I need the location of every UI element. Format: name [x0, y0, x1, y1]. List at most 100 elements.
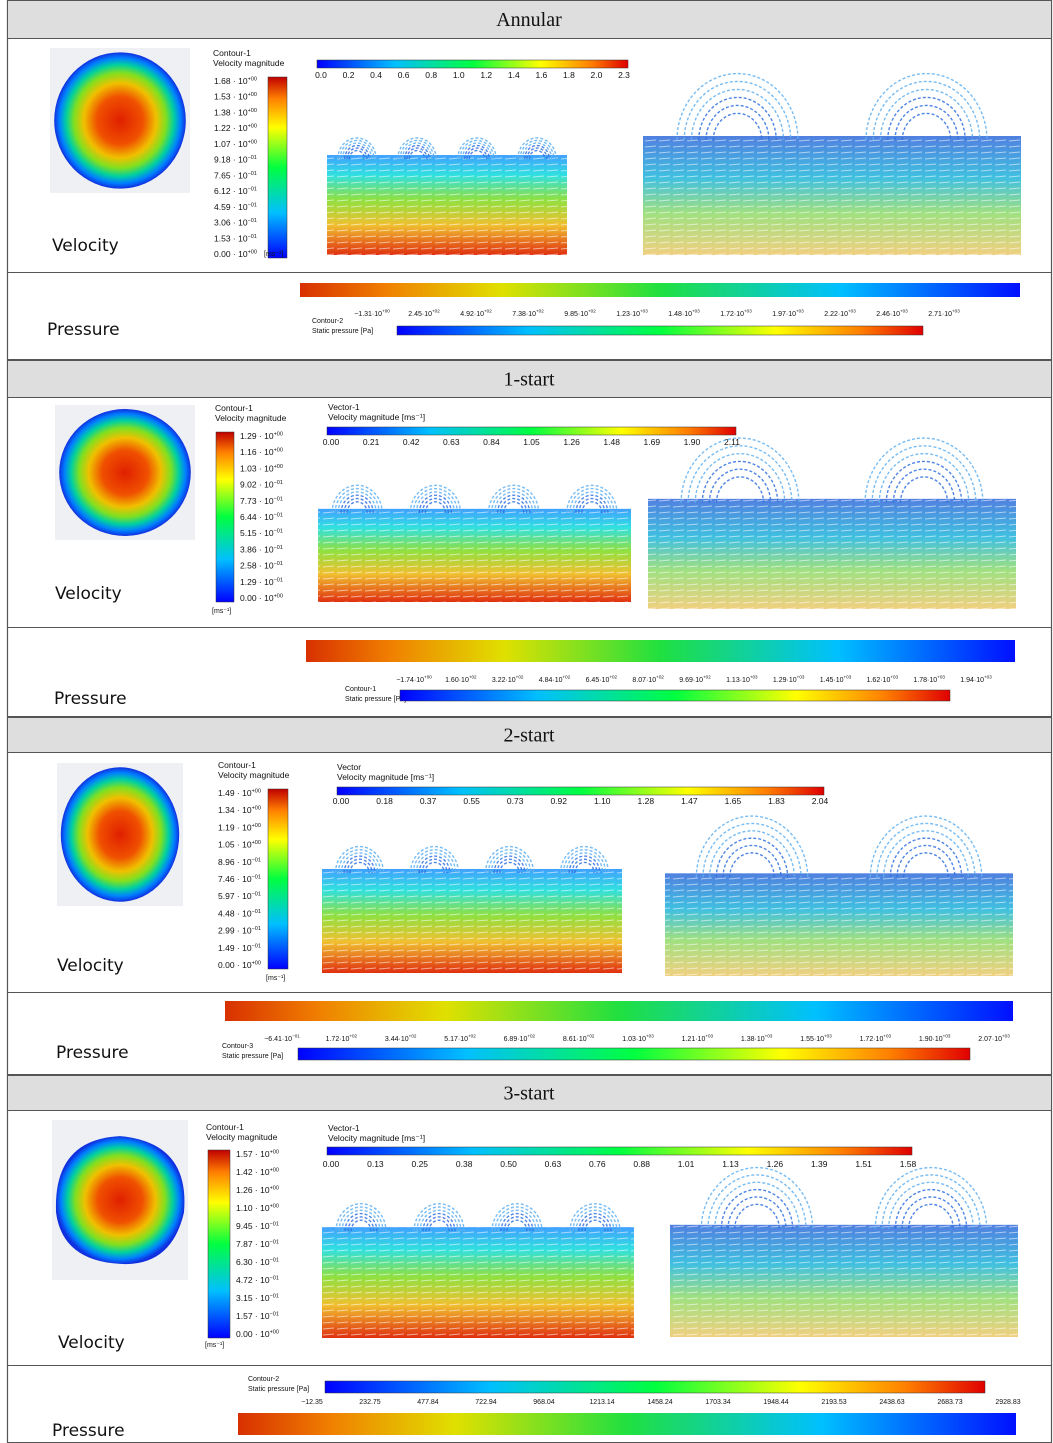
pressure-tick-label-exponent: +03 [1002, 1034, 1010, 1039]
section-title: 1-start [503, 369, 555, 391]
contour-tick-label-mantissa: 1.22 · 10 [214, 123, 248, 133]
contour-tick-label-mantissa: 3.06 · 10 [214, 218, 248, 228]
contour-tick-label-mantissa: 1.16 · 10 [240, 447, 274, 457]
pressure-tick-label-exponent: +02 [468, 1034, 476, 1039]
vector-tick-label: 0.2 [343, 70, 355, 80]
pressure-tick-label-mantissa: 2.71·10 [928, 311, 952, 318]
vector-name: Vector-1 [328, 1123, 360, 1133]
vector-tick-label: 1.05 [523, 437, 540, 447]
vector-tick-label: 2.11 [724, 437, 740, 447]
pressure-tick-label-exponent: +02 [588, 309, 596, 314]
vector-image-zoom-streaks [648, 499, 1016, 609]
vector-tick-label: 2.04 [812, 796, 829, 806]
pressure-tick-label-mantissa: 1.90·10 [919, 1036, 943, 1043]
contour-tick-label-mantissa: 0.00 · 10 [214, 249, 248, 259]
contour-tick-label-exponent: +00 [248, 124, 257, 130]
vector-tick-label: 0.0 [315, 70, 327, 80]
contour-tick-label-exponent: +00 [248, 108, 257, 114]
contour-tick-label-mantissa: 4.59 · 10 [214, 202, 248, 212]
vector-tick-label: 0.38 [456, 1159, 473, 1169]
contour-tick-label-exponent: +00 [270, 1150, 279, 1156]
pressure-tick-label-exponent: +03 [890, 675, 898, 680]
vector-tick-label: 1.10 [594, 796, 611, 806]
vector-colorbar [327, 427, 736, 435]
pressure-tick-label-exponent: +03 [750, 675, 758, 680]
contour-unit: [ms⁻¹] [212, 608, 231, 615]
vector-tick-label: 1.69 [644, 437, 661, 447]
contour-tick-label-exponent: −01 [274, 513, 283, 519]
contour-tick-label-mantissa: 1.68 · 10 [214, 76, 248, 86]
pressure-tick-label-mantissa: 5.17·10 [444, 1036, 468, 1043]
vector-image-zoom [648, 438, 1016, 609]
pressure-tick-label-mantissa: 1.38·10 [741, 1036, 765, 1043]
pressure-tick-label-exponent: +00 [424, 675, 432, 680]
pressure-tick-label-mantissa: 1.72·10 [860, 1036, 884, 1043]
contour-tick-label-exponent: +00 [274, 594, 283, 600]
pressure-tick-label-mantissa: 1.94·10 [960, 677, 984, 684]
pressure-tick-label-exponent: +02 [516, 675, 524, 680]
contour-tick-label-mantissa: 1.57 · 10 [236, 1149, 270, 1159]
vector-image-zoom-streaks [670, 1225, 1018, 1337]
contour-quantity: Velocity magnitude [213, 58, 285, 68]
contour-colorbar [268, 77, 287, 258]
vector-quantity: Velocity magnitude [ms⁻¹] [337, 772, 434, 782]
vector-tick-label: 1.58 [900, 1159, 917, 1169]
pressure-tick-label-mantissa: 1.21·10 [682, 1036, 706, 1043]
vector-tick-label: 1.13 [722, 1159, 739, 1169]
vector-tick-label: 0.13 [367, 1159, 384, 1169]
contour-unit: [ms⁻¹] [205, 1342, 224, 1349]
contour-tick-label-exponent: −01 [248, 187, 257, 193]
contour-tick-label-mantissa: 7.65 · 10 [214, 170, 248, 180]
contour-tick-label-exponent: −01 [270, 1240, 279, 1246]
contour-tick-label-exponent: −01 [274, 480, 283, 486]
contour-tick-label-mantissa: 2.99 · 10 [218, 926, 252, 936]
vector-quantity: Velocity magnitude [ms⁻¹] [328, 412, 425, 422]
vector-tick-label: 0.73 [507, 796, 524, 806]
pressure-tick-label: 2438.63 [879, 1399, 904, 1406]
vector-tick-label: 1.01 [678, 1159, 695, 1169]
contour-tick-label-exponent: −01 [248, 171, 257, 177]
contour-tick-label-exponent: −01 [252, 943, 261, 949]
pressure-tick-label-mantissa: 3.22·10 [492, 677, 516, 684]
contour-tick-label-exponent: +00 [248, 92, 257, 98]
pressure-tick-label: 1213.14 [589, 1399, 614, 1406]
vector-tick-label: 2.0 [591, 70, 603, 80]
section-title: Annular [496, 9, 562, 31]
contour-tick-label-exponent: +00 [252, 961, 261, 967]
vector-tick-label: 0.4 [370, 70, 382, 80]
pressure-tick-label: 2193.53 [821, 1399, 846, 1406]
contour-tick-label-exponent: +00 [270, 1186, 279, 1192]
vector-tick-label: 1.26 [563, 437, 580, 447]
pressure-tick-label-exponent: +03 [705, 1034, 713, 1039]
contour-tick-label-mantissa: 1.03 · 10 [240, 463, 274, 473]
pressure-tick-label-exponent: +03 [765, 1034, 773, 1039]
vector-colorbar [327, 1147, 912, 1155]
pressure-tick-label-exponent: +03 [824, 1034, 832, 1039]
pressure-tick-label-exponent: +03 [984, 675, 992, 680]
pressure-tick-label-mantissa: 1.13·10 [726, 677, 750, 684]
pressure-tick-label-exponent: +02 [587, 1034, 595, 1039]
vector-image [327, 108, 567, 255]
pressure-strip [225, 1001, 1013, 1021]
pressure-tick-label-mantissa: 2.07·10 [978, 1036, 1002, 1043]
pressure-tick-label-mantissa: 1.62·10 [867, 677, 891, 684]
contour-tick-label-exponent: −01 [248, 234, 257, 240]
contour-tick-label-mantissa: 3.15 · 10 [236, 1293, 270, 1303]
velocity-label: Velocity [55, 584, 122, 604]
contour-tick-label-mantissa: 6.44 · 10 [240, 512, 274, 522]
contour-tick-label-mantissa: 5.97 · 10 [218, 891, 252, 901]
pressure-tick-label-mantissa: 1.55·10 [800, 1036, 824, 1043]
vector-image-zoom [670, 1168, 1018, 1337]
pressure-tick-label-exponent: +02 [484, 309, 492, 314]
contour-tick-label-exponent: −01 [270, 1276, 279, 1282]
vector-tick-label: 0.63 [545, 1159, 562, 1169]
vector-image-streaks [322, 1227, 634, 1338]
contour-tick-label-exponent: +00 [270, 1204, 279, 1210]
contour-tick-label-mantissa: 0.00 · 10 [218, 960, 252, 970]
contour-tick-label-exponent: −01 [270, 1222, 279, 1228]
contour-tick-label-exponent: +00 [252, 806, 261, 812]
figure-canvas: AnnularVelocityContour-1Velocity magnitu… [0, 0, 1053, 1443]
pressure-tick-label-mantissa: 2.46·10 [876, 311, 900, 318]
vector-tick-label: 0.00 [323, 1159, 340, 1169]
vector-tick-label: 0.6 [398, 70, 410, 80]
